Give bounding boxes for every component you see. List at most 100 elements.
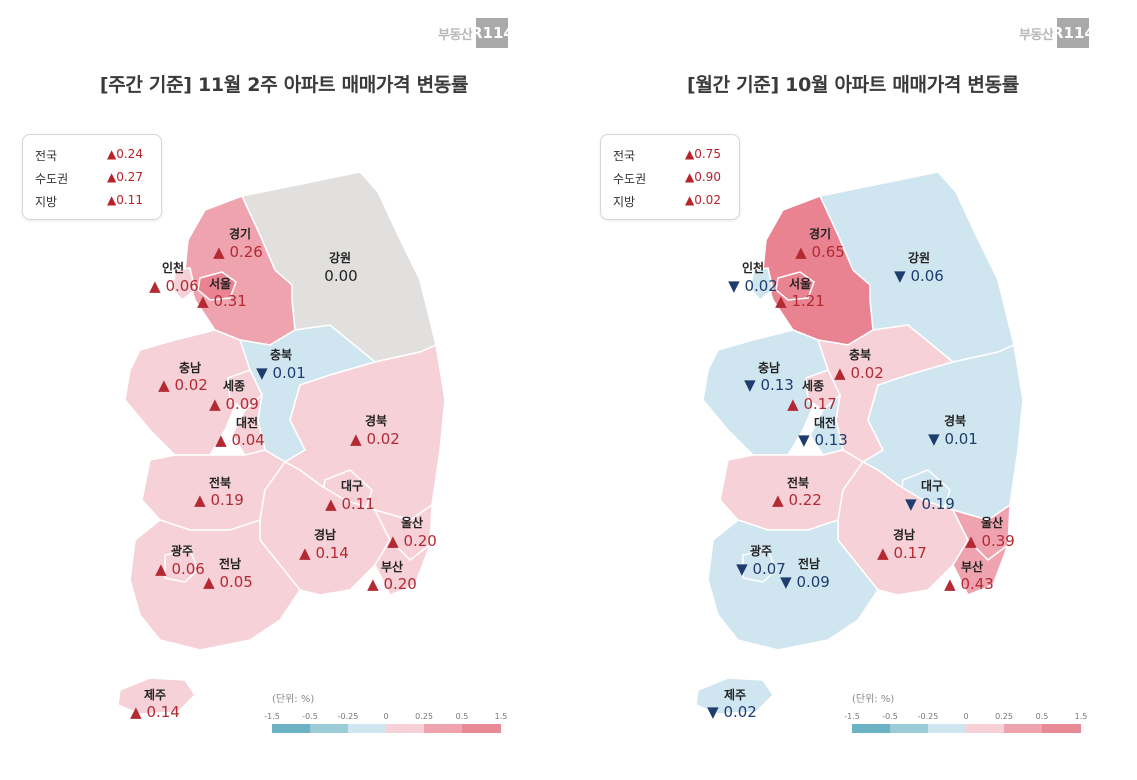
summary-value: ▲0.11	[107, 193, 143, 207]
region-value: ▲ 0.20	[367, 575, 417, 593]
summary-value: ▲0.02	[685, 193, 721, 207]
region-value: ▲ 0.04	[215, 431, 265, 449]
region-value: ▼ 0.01	[928, 430, 978, 448]
region-value: ▲ 0.26	[213, 243, 263, 261]
region-label: 충남	[179, 360, 201, 375]
monthly-summary-box: 전국 ▲0.75 수도권 ▲0.90 지방 ▲0.02	[600, 134, 740, 220]
region-value: ▲ 0.14	[299, 544, 349, 562]
logo-box: R114	[1052, 18, 1095, 48]
region-busan	[374, 538, 432, 596]
region-label: 경남	[893, 527, 915, 542]
region-gwangju	[164, 549, 199, 583]
region-label: 인천	[742, 260, 764, 275]
legend-swatch	[890, 724, 928, 733]
region-label: 대전	[814, 415, 836, 430]
region-label: 부산	[381, 559, 403, 574]
legend-scale	[852, 724, 1081, 733]
region-value: ▼ 0.13	[744, 376, 794, 394]
region-seoul	[775, 271, 815, 301]
weekly-panel: 부동산 R114 [주간 기준] 11월 2주 아파트 매매가격 변동률 전국 …	[0, 0, 568, 780]
region-label: 경남	[314, 527, 336, 542]
region-value: ▼ 0.09	[780, 573, 830, 591]
region-chungnam	[702, 329, 829, 456]
region-label: 전북	[787, 475, 809, 490]
legend-tick: -1.5	[844, 712, 860, 721]
region-value: ▲ 0.02	[834, 364, 884, 382]
legend-unit: (단위: %)	[852, 694, 895, 705]
region-label: 부산	[961, 559, 983, 574]
region-label: 대구	[921, 479, 943, 493]
legend-tick: 1.5	[1074, 712, 1088, 721]
legend-swatch	[386, 724, 424, 733]
legend-swatch	[1042, 724, 1081, 733]
region-value: ▲ 0.05	[203, 573, 253, 591]
region-label: 세종	[223, 378, 245, 393]
region-value: ▲ 0.14	[130, 703, 180, 721]
legend-tick: 0.5	[455, 712, 469, 721]
summary-label: 전국	[613, 149, 636, 163]
region-value: ▼ 0.07	[736, 560, 786, 578]
region-value: ▲ 0.17	[877, 544, 927, 562]
region-label: 서울	[209, 276, 231, 291]
legend-tick: 1.5	[494, 712, 508, 721]
legend-tick: 0.25	[995, 712, 1013, 721]
region-jeonnam	[707, 518, 879, 651]
region-label: 경북	[944, 414, 966, 428]
region-label: 대전	[236, 415, 258, 430]
region-value: ▲ 0.02	[158, 376, 208, 394]
weekly-summary-box: 전국 ▲0.24 수도권 ▲0.27 지방 ▲0.11	[22, 134, 162, 220]
legend-swatch	[1004, 724, 1042, 733]
legend-tick: -1.5	[264, 712, 280, 721]
region-jeju	[117, 677, 196, 715]
monthly-title: [월간 기준] 10월 아파트 매매가격 변동률	[687, 74, 1019, 96]
logo-box: R114	[471, 18, 514, 48]
region-value: ▲ 0.39	[965, 532, 1015, 550]
legend-tick: 0	[383, 712, 389, 721]
summary-label: 전국	[35, 149, 58, 163]
region-label: 광주	[750, 543, 772, 558]
legend-swatch	[852, 724, 890, 733]
summary-value: ▲0.24	[107, 147, 143, 161]
r114-logo: 부동산 R114	[438, 18, 514, 48]
legend-tick: -0.5	[302, 712, 318, 721]
summary-label: 지방	[35, 195, 58, 209]
legend-swatch	[462, 724, 501, 733]
region-value: ▲ 0.19	[194, 491, 244, 509]
monthly-panel: 부동산 R114 [월간 기준] 10월 아파트 매매가격 변동률 전국 ▲0.…	[569, 0, 1137, 780]
region-incheon	[749, 267, 774, 302]
legend-tick: 0	[963, 712, 969, 721]
region-jeonnam	[129, 518, 301, 651]
legend-ticks: -1.5 -0.5 -0.25 0 0.25 0.5 1.5	[844, 712, 1087, 724]
region-value: ▼ 0.13	[798, 431, 848, 449]
region-value: ▼ 0.02	[707, 703, 757, 721]
region-value: ▼ 0.06	[894, 267, 944, 285]
region-value: ▼ 0.01	[256, 364, 306, 382]
r114-logo: 부동산 R114	[1019, 18, 1095, 48]
region-label: 서울	[789, 276, 811, 291]
region-label: 제주	[144, 688, 166, 702]
logo-text: 부동산	[1019, 27, 1054, 43]
region-label: 충북	[270, 347, 292, 362]
legend-swatch	[310, 724, 348, 733]
region-label: 전남	[219, 556, 241, 571]
legend-swatch	[348, 724, 386, 733]
region-value: ▲ 0.17	[787, 395, 837, 413]
region-label: 전북	[209, 475, 231, 490]
region-value: ▲ 0.11	[325, 495, 375, 513]
region-value: ▲ 0.31	[197, 292, 247, 310]
legend-swatch	[928, 724, 966, 733]
region-gwangju	[742, 549, 777, 583]
summary-label: 수도권	[613, 172, 647, 186]
weekly-title: [주간 기준] 11월 2주 아파트 매매가격 변동률	[99, 74, 469, 96]
region-seoul	[197, 271, 237, 301]
region-value: ▼ 0.02	[728, 277, 778, 295]
region-chungnam	[124, 329, 251, 456]
region-label: 강원	[908, 251, 930, 265]
region-label: 경북	[365, 414, 387, 428]
region-value: ▲ 1.21	[775, 292, 825, 310]
region-label: 충북	[849, 347, 871, 362]
legend-swatch	[966, 724, 1004, 733]
region-busan	[952, 538, 1010, 596]
summary-value: ▲0.90	[685, 170, 721, 184]
summary-label: 지방	[613, 195, 636, 209]
